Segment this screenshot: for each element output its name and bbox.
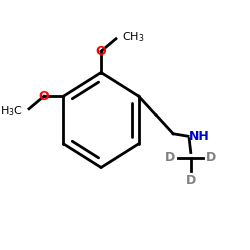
Text: O: O (38, 90, 49, 103)
Text: CH$_3$: CH$_3$ (122, 30, 144, 44)
Text: D: D (165, 151, 175, 164)
Text: D: D (186, 174, 196, 187)
Text: O: O (96, 45, 106, 58)
Text: D: D (206, 151, 216, 164)
Text: NH: NH (188, 130, 209, 143)
Text: H$_3$C: H$_3$C (0, 104, 23, 118)
